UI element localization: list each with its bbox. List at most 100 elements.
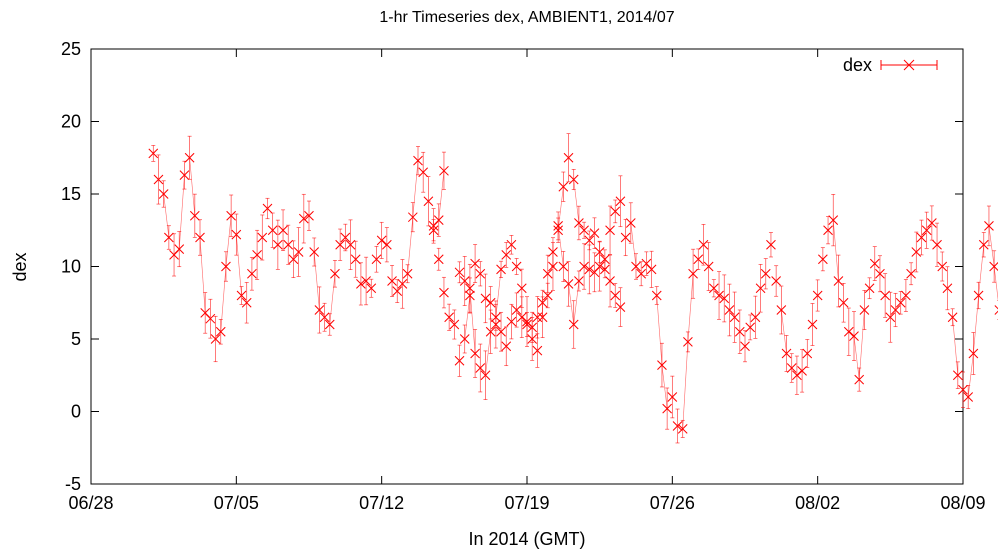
data-point bbox=[916, 232, 927, 243]
data-point bbox=[615, 302, 626, 312]
marker-stroke bbox=[843, 326, 854, 337]
marker-stroke bbox=[563, 152, 574, 163]
series-dex bbox=[148, 133, 998, 444]
data-point bbox=[579, 261, 589, 272]
series-connector bbox=[853, 336, 860, 380]
marker-stroke bbox=[615, 196, 626, 207]
data-point bbox=[356, 279, 366, 289]
marker-stroke bbox=[470, 258, 480, 269]
series-connector bbox=[189, 157, 196, 216]
marker-stroke bbox=[745, 322, 756, 333]
y-axis-label: dex bbox=[10, 252, 30, 281]
data-point bbox=[501, 250, 512, 260]
marker-stroke bbox=[340, 232, 351, 243]
marker-stroke bbox=[283, 239, 294, 250]
data-point bbox=[335, 239, 345, 250]
marker-stroke bbox=[781, 348, 792, 359]
data-point bbox=[444, 312, 454, 323]
marker-stroke bbox=[548, 261, 558, 272]
data-point bbox=[693, 254, 704, 265]
data-point bbox=[459, 276, 470, 286]
data-point bbox=[480, 293, 491, 304]
series-connector bbox=[832, 220, 839, 282]
marker-stroke bbox=[475, 268, 486, 279]
y-tick-label: 15 bbox=[61, 184, 81, 204]
data-point bbox=[838, 297, 849, 308]
marker-stroke bbox=[293, 247, 304, 257]
marker-stroke bbox=[516, 283, 527, 294]
marker-stroke bbox=[454, 355, 465, 366]
marker-stroke bbox=[833, 276, 844, 286]
data-point bbox=[376, 235, 387, 246]
series-connector bbox=[236, 234, 242, 296]
series-connector bbox=[573, 179, 580, 224]
data-point bbox=[890, 305, 901, 315]
marker-stroke bbox=[859, 305, 870, 315]
marker-stroke bbox=[688, 268, 698, 279]
data-point bbox=[594, 261, 605, 272]
data-point bbox=[189, 210, 200, 221]
marker-stroke bbox=[345, 239, 356, 250]
data-point bbox=[475, 268, 486, 279]
data-point bbox=[880, 290, 890, 301]
marker-stroke bbox=[916, 232, 927, 243]
data-point bbox=[210, 334, 221, 344]
marker-stroke bbox=[226, 210, 236, 221]
data-point bbox=[895, 297, 906, 308]
series-connector bbox=[313, 251, 320, 311]
marker-stroke bbox=[792, 370, 802, 381]
marker-stroke bbox=[760, 268, 771, 279]
data-point bbox=[418, 167, 429, 178]
marker-stroke bbox=[382, 239, 392, 250]
data-point bbox=[719, 293, 730, 304]
data-point bbox=[584, 264, 595, 275]
marker-stroke bbox=[994, 305, 998, 310]
marker-stroke bbox=[812, 290, 823, 301]
marker-stroke bbox=[527, 334, 538, 344]
data-point bbox=[792, 370, 802, 381]
marker-stroke bbox=[662, 403, 672, 414]
data-point bbox=[646, 264, 657, 275]
marker-stroke bbox=[864, 283, 875, 294]
marker-stroke bbox=[485, 326, 496, 337]
data-point bbox=[709, 283, 719, 294]
data-point bbox=[304, 210, 314, 221]
data-point bbox=[511, 261, 522, 272]
data-point bbox=[667, 392, 678, 402]
data-point bbox=[454, 355, 465, 366]
data-point bbox=[781, 348, 792, 359]
marker-stroke bbox=[709, 283, 719, 294]
marker-stroke bbox=[869, 258, 880, 269]
series-connector bbox=[329, 273, 336, 325]
marker-stroke bbox=[418, 167, 429, 178]
data-point bbox=[273, 239, 283, 250]
marker-stroke bbox=[376, 235, 387, 246]
marker-stroke bbox=[802, 348, 813, 359]
marker-stroke bbox=[257, 232, 268, 243]
marker-stroke bbox=[978, 239, 989, 250]
marker-stroke bbox=[901, 290, 911, 301]
marker-stroke bbox=[584, 235, 595, 246]
data-point bbox=[205, 313, 216, 324]
data-point bbox=[978, 239, 989, 250]
marker-stroke bbox=[516, 312, 527, 323]
series-connector bbox=[573, 280, 580, 325]
data-point bbox=[688, 268, 698, 279]
data-point bbox=[927, 218, 937, 228]
marker-stroke bbox=[818, 254, 828, 265]
data-point bbox=[952, 370, 963, 381]
y-tick-label: 20 bbox=[61, 112, 81, 132]
data-point bbox=[558, 181, 569, 192]
marker-stroke bbox=[506, 239, 517, 250]
data-point bbox=[906, 268, 916, 279]
y-tick-label: 10 bbox=[61, 257, 81, 277]
data-point bbox=[901, 290, 911, 301]
data-point bbox=[994, 305, 998, 315]
data-point bbox=[247, 268, 257, 279]
marker-stroke bbox=[485, 297, 496, 308]
marker-stroke bbox=[574, 276, 584, 286]
marker-stroke bbox=[433, 254, 444, 265]
data-point bbox=[527, 334, 538, 344]
marker-stroke bbox=[387, 276, 397, 286]
data-point bbox=[937, 261, 948, 272]
